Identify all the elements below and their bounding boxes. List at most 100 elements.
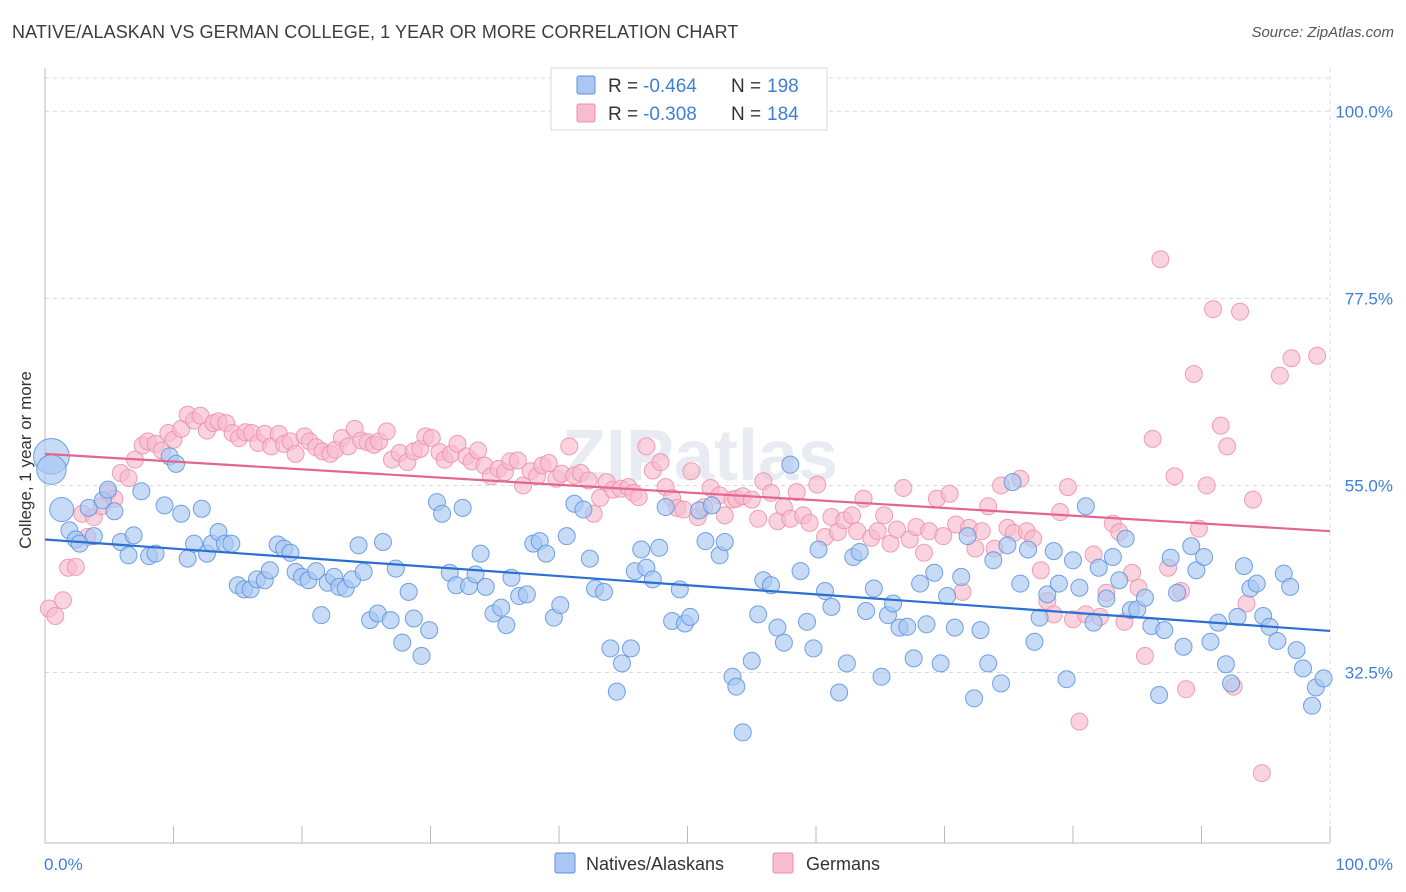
germans-point: [637, 437, 656, 456]
natives-point: [702, 496, 721, 515]
natives-point: [998, 536, 1017, 555]
y-tick-label: 55.0%: [1345, 476, 1393, 495]
natives-point: [132, 482, 151, 501]
natives-point: [850, 542, 869, 561]
natives-point: [1097, 589, 1116, 608]
germans-point: [749, 509, 768, 528]
natives-point: [938, 587, 957, 606]
germans-point: [953, 582, 972, 601]
natives-point: [696, 532, 715, 551]
legend-n-label-2: N =: [731, 104, 761, 125]
germans-point: [868, 522, 887, 541]
germans-point: [875, 506, 894, 525]
natives-point: [781, 455, 800, 474]
legend-n-value-1: 198: [767, 76, 799, 97]
natives-point: [837, 654, 856, 673]
natives-point: [864, 579, 883, 598]
x-tick-labels: 0.0% 100.0%: [44, 855, 1393, 874]
natives-point: [1222, 674, 1241, 693]
natives-point: [1268, 631, 1287, 650]
natives-point: [727, 677, 746, 696]
natives-point: [1064, 551, 1082, 570]
natives-point: [1070, 578, 1089, 597]
germans-point: [66, 557, 85, 576]
natives-point: [373, 532, 392, 551]
natives-point: [260, 561, 279, 580]
natives-point: [607, 682, 626, 701]
bottom-legend-swatch-natives: [554, 852, 576, 874]
legend-r-value-2: -0.308: [643, 104, 697, 125]
natives-point: [98, 480, 117, 499]
germans-trend-line: [44, 452, 1331, 533]
germans-point: [800, 513, 819, 532]
natives-point: [476, 577, 495, 596]
natives-point: [471, 544, 490, 563]
natives-point: [1216, 655, 1235, 674]
natives-point: [1135, 588, 1154, 607]
natives-point: [574, 500, 593, 519]
natives-point: [1084, 613, 1103, 632]
natives-point: [192, 499, 211, 518]
natives-point: [1303, 696, 1322, 715]
natives-point: [612, 654, 631, 673]
natives-point: [815, 582, 834, 601]
natives-point: [904, 649, 923, 668]
natives-point: [354, 562, 373, 581]
natives-point: [965, 689, 984, 708]
natives-point: [1182, 537, 1201, 556]
germans-point: [469, 441, 488, 460]
natives-point: [178, 549, 197, 568]
natives-point: [971, 621, 990, 640]
natives-point: [492, 598, 511, 617]
natives-point: [952, 567, 971, 586]
germans-point: [1143, 429, 1162, 448]
natives-point: [1168, 583, 1187, 602]
germans-point: [508, 451, 527, 470]
y-axis-title: College, 1 year or more: [16, 371, 35, 549]
natives-point: [872, 667, 891, 686]
natives-point: [412, 646, 431, 665]
natives-point: [124, 526, 143, 545]
germans-point: [1177, 680, 1196, 699]
germans-point: [422, 429, 441, 448]
bottom-legend-natives: Natives/Alaskans: [586, 854, 724, 874]
natives-point: [146, 544, 165, 563]
natives-point: [594, 582, 613, 601]
natives-point: [155, 496, 174, 515]
germans-point: [715, 506, 734, 525]
y-tick-label: 100.0%: [1335, 102, 1393, 121]
germans-point: [742, 490, 761, 509]
natives-point: [49, 497, 75, 523]
legend-swatch-natives: [576, 75, 596, 95]
natives-point: [945, 618, 964, 637]
natives-point: [222, 534, 241, 553]
natives-point: [958, 527, 977, 546]
germans-point: [940, 484, 959, 503]
germans-point: [286, 444, 305, 463]
germans-point: [514, 476, 533, 495]
natives-point: [1003, 473, 1022, 492]
germans-point: [579, 471, 598, 490]
natives-point: [992, 674, 1011, 693]
natives-point: [804, 639, 823, 658]
germans-point: [119, 468, 138, 487]
natives-point: [656, 498, 675, 517]
natives-point: [1294, 659, 1313, 678]
natives-point: [381, 611, 400, 630]
natives-point: [742, 651, 761, 670]
germans-point: [591, 488, 610, 507]
germans-series: [39, 250, 1327, 783]
natives-point: [453, 498, 472, 517]
natives-point: [1201, 632, 1220, 651]
germans-point: [854, 489, 873, 508]
natives-point: [185, 534, 204, 553]
natives-point: [404, 609, 423, 628]
y-tick-labels: 32.5% 55.0% 77.5% 100.0%: [1335, 102, 1393, 682]
germans-point: [53, 591, 72, 610]
germans-point: [1308, 346, 1327, 365]
x-tick-label-min: 0.0%: [44, 855, 83, 874]
natives-point: [749, 605, 768, 624]
natives-point: [911, 574, 930, 593]
natives-series: [33, 438, 1333, 742]
natives-point: [1234, 557, 1253, 576]
